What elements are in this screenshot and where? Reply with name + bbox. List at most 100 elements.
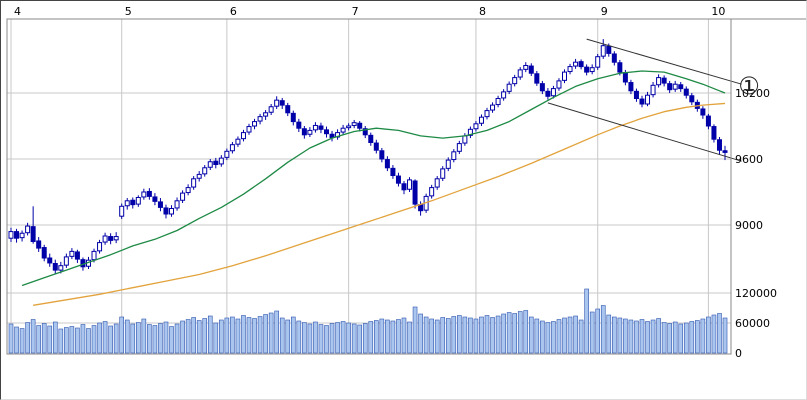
candle-body-up [501, 91, 507, 99]
candle-body-down [578, 61, 584, 68]
candle-body-up [434, 178, 440, 188]
candle-body-down [36, 240, 42, 249]
volume-bar [639, 319, 645, 354]
candle-body-up [478, 116, 484, 124]
volume-bar [711, 314, 717, 354]
volume-bar [473, 318, 479, 354]
candle-body-down [323, 129, 329, 135]
candle-body-up [445, 159, 451, 169]
volume-bar [86, 328, 91, 354]
volume-bar [440, 317, 446, 354]
candle-body-up [135, 197, 141, 205]
volume-bar [706, 316, 711, 354]
candle-body-down [373, 142, 379, 151]
volume-bar [263, 314, 268, 354]
volume-bar [396, 319, 401, 354]
candle-body-up [174, 200, 180, 209]
trendline [586, 38, 742, 85]
candle-body-up [252, 121, 258, 127]
volume-bar [108, 325, 113, 354]
candle-body-down [622, 72, 628, 83]
volume-bar [540, 320, 545, 354]
candle-body-down [678, 84, 684, 90]
volume-bar [385, 319, 390, 354]
candle-body-up [202, 167, 208, 175]
candle-body-up [556, 80, 562, 89]
candle-body-up [473, 123, 479, 130]
candle-body-up [91, 250, 97, 261]
candle-body-down [362, 128, 368, 136]
candle-body-down [52, 263, 58, 271]
volume-bar [230, 316, 235, 354]
candle-body-up [595, 56, 601, 68]
candle-body-down [683, 88, 689, 96]
ma-short-line [21, 70, 726, 287]
candle-body-up [180, 192, 186, 201]
price-tick-label: 10200 [735, 87, 770, 100]
candle-body-up [141, 191, 147, 198]
volume-bar [656, 318, 661, 354]
month-label: 4 [14, 5, 21, 18]
volume-bar [152, 325, 158, 354]
candle-body-up [589, 67, 595, 73]
candle-body-up [257, 116, 263, 122]
volume-tick-label: 60000 [735, 317, 770, 330]
candle-body-up [351, 122, 357, 126]
volume-bar [567, 316, 573, 354]
candle-body-up [25, 225, 31, 234]
volume-bar [196, 320, 202, 354]
candle-body-down [628, 82, 634, 92]
candle-body-down [296, 121, 302, 129]
candle-body-down [545, 90, 551, 97]
volume-bar [130, 323, 136, 354]
volume-bar [445, 318, 451, 354]
volume-bar [374, 320, 379, 354]
volume-bar [147, 324, 152, 354]
candle-body-up [246, 126, 252, 133]
volume-bar [617, 317, 623, 354]
volume-bar [551, 321, 556, 354]
candle-body-down [716, 139, 722, 151]
volume-bar [589, 311, 595, 354]
volume-bar [506, 312, 512, 354]
volume-bar [241, 315, 246, 354]
candle-body-down [711, 126, 717, 140]
volume-bar [213, 322, 219, 354]
volume-bar [185, 319, 191, 354]
volume-bar [418, 313, 423, 354]
candle-body-down [705, 115, 711, 127]
volume-bar [634, 320, 639, 354]
candle-body-down [639, 98, 645, 105]
volume-bar [390, 320, 396, 354]
volume-bar [672, 321, 678, 354]
month-label: 8 [479, 5, 486, 18]
volume-bar [313, 321, 318, 354]
plot-border [6, 18, 732, 355]
candle-body-down [700, 108, 706, 116]
candle-body-up [484, 110, 490, 118]
volume-bar [512, 313, 517, 354]
volume-bar [14, 326, 19, 354]
volume-bar [52, 321, 58, 354]
month-label: 9 [601, 5, 608, 18]
volume-bar [401, 317, 407, 354]
candle-body-down [157, 201, 163, 208]
volume-bar [47, 325, 53, 354]
volume-bar [628, 319, 634, 354]
volume-bar [207, 315, 213, 354]
volume-bar [64, 327, 69, 354]
volume-bar [562, 317, 567, 354]
volume-bar [484, 315, 490, 354]
candle-body-up [185, 187, 191, 194]
volume-bar [30, 319, 36, 354]
volume-bar [180, 320, 185, 354]
candle-body-up [562, 71, 567, 81]
candle-body-up [224, 150, 230, 158]
volume-bar [645, 321, 650, 354]
volume-bar [174, 323, 180, 354]
candle-body-down [285, 105, 291, 114]
moving-averages [21, 70, 726, 306]
volume-bar [302, 322, 307, 354]
volume-bar [689, 321, 695, 354]
candle-body-down [14, 231, 20, 239]
